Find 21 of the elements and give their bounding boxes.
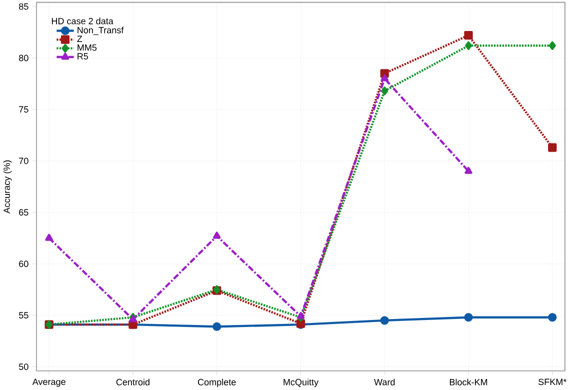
x-tick-label: McQuitty bbox=[284, 378, 319, 387]
y-tick-label: 50 bbox=[19, 363, 28, 370]
x-tick-label: Average bbox=[32, 378, 66, 387]
y-tick-label: 85 bbox=[19, 3, 28, 10]
x-tick-label: Ward bbox=[374, 378, 395, 386]
y-tick-label: 55 bbox=[19, 312, 28, 318]
y-tick-label: 65 bbox=[19, 208, 28, 216]
legend-label: Z bbox=[77, 36, 82, 42]
legend-label: Non_Transf bbox=[78, 26, 124, 35]
x-tick-label: Block-KM bbox=[450, 378, 488, 386]
y-tick-label: 80 bbox=[19, 54, 28, 61]
x-tick-label: Complete bbox=[198, 378, 236, 387]
x-tick-label: Centroid bbox=[116, 378, 150, 386]
legend-title: HD case 2 data bbox=[52, 17, 114, 24]
y-axis-title: Accuracy (%) bbox=[3, 160, 12, 214]
y-tick-label: 75 bbox=[19, 106, 28, 112]
legend-label: R5 bbox=[78, 52, 88, 60]
legend-label: MM5 bbox=[78, 44, 97, 51]
x-tick-label: SFKM* bbox=[538, 378, 567, 385]
y-tick-label: 60 bbox=[19, 260, 28, 267]
y-tick-label: 70 bbox=[19, 157, 28, 164]
